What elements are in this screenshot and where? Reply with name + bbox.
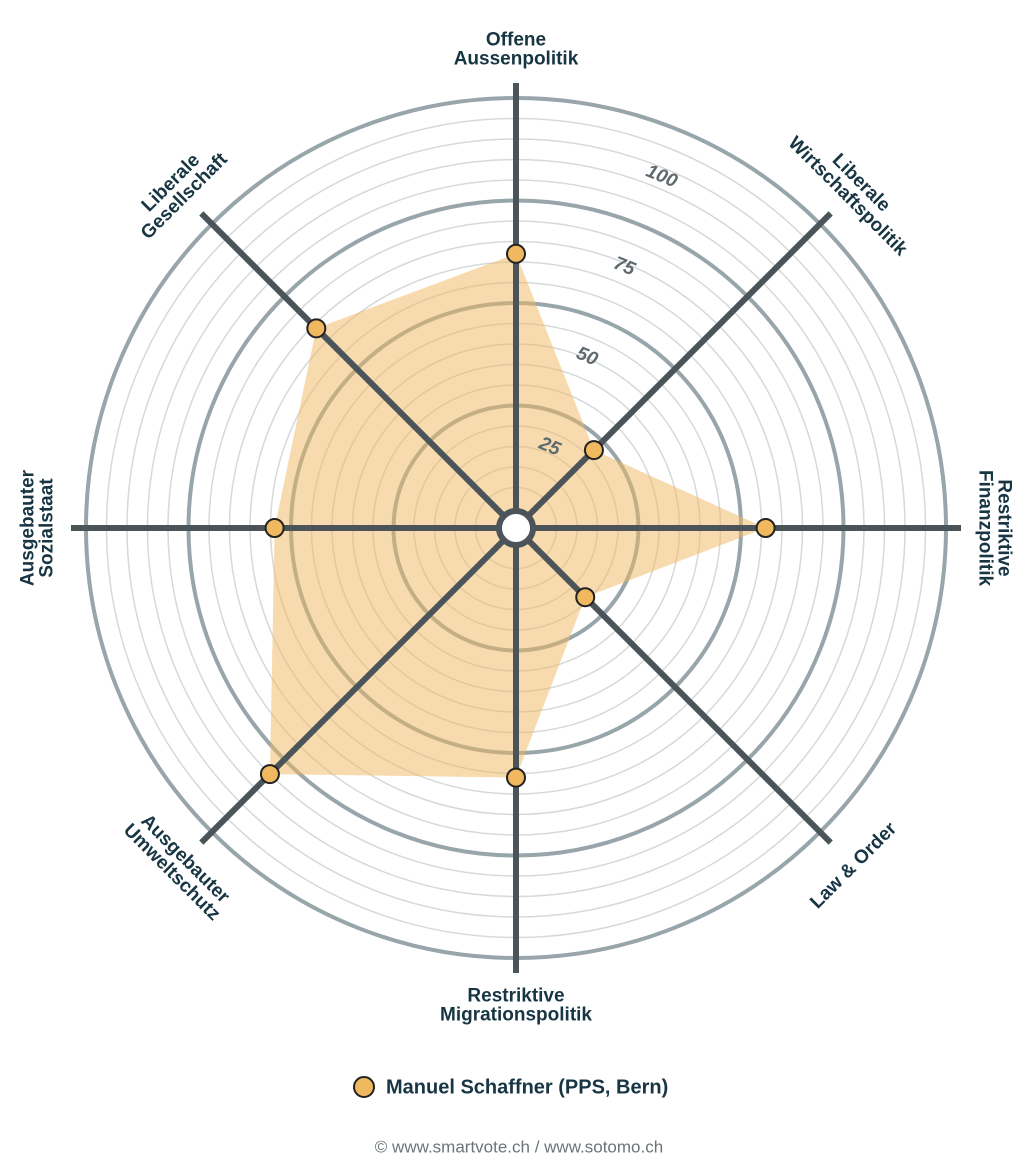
data-point: [506, 243, 526, 264]
data-point: [583, 440, 604, 461]
footer: © www.smartvote.ch / www.sotomo.ch: [375, 1137, 663, 1156]
legend-label: Manuel Schaffner (PPS, Bern): [386, 1076, 668, 1098]
y-tick-label: 100: [643, 161, 681, 193]
axis-label: Restriktive Migrationspolitik: [440, 986, 592, 1026]
axis-spoke: [199, 525, 519, 845]
data-point: [506, 767, 526, 788]
y-tick-label: 75: [611, 253, 639, 281]
axis-label: Offene Aussenpolitik: [454, 30, 579, 70]
y-tick-label: 50: [573, 343, 601, 371]
data-point: [575, 587, 596, 608]
legend-marker: [353, 1076, 375, 1098]
data-point: [264, 518, 285, 538]
data-point: [259, 764, 280, 785]
data-point: [306, 318, 327, 339]
axis-label: RestriktiveFinanzpolitik: [974, 470, 1014, 587]
axis-label: AusgebauterSozialstaat: [18, 469, 58, 586]
axis-spoke: [513, 525, 833, 845]
axis-spoke: [199, 211, 519, 531]
axis-spoke: [513, 211, 833, 531]
center-hole: [496, 508, 536, 548]
data-point: [755, 518, 776, 538]
